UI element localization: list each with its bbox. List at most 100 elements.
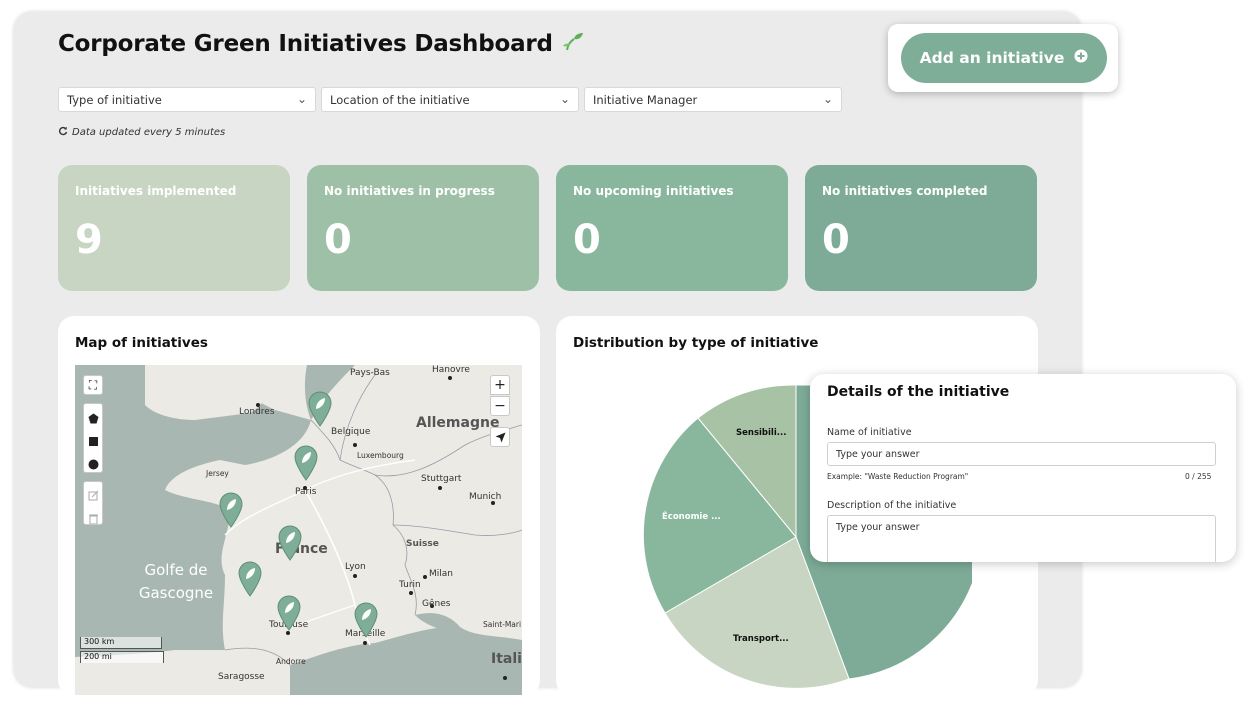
page-header: Corporate Green Initiatives Dashboard	[58, 30, 585, 58]
add-initiative-button[interactable]: Add an initiative	[901, 33, 1107, 83]
map-card: Map of initiatives	[58, 316, 540, 696]
draw-rectangle-button[interactable]	[88, 432, 99, 451]
square-icon	[89, 437, 98, 446]
draw-polygon-button[interactable]	[88, 409, 99, 428]
initiative-map-pin[interactable]	[278, 525, 302, 561]
plus-icon: +	[494, 377, 506, 393]
name-input[interactable]: Type your answer	[827, 442, 1216, 466]
navigation-arrow-icon	[495, 432, 505, 442]
kpi-card-completed: No initiatives completed 0	[805, 165, 1037, 291]
map-label-milan: Milan	[429, 569, 453, 579]
map-label-lyon: Lyon	[345, 562, 366, 572]
map-label-italie: Italie	[491, 651, 522, 667]
chevron-down-icon: ⌄	[559, 92, 570, 106]
name-input-placeholder: Type your answer	[836, 449, 920, 460]
kpi-value: 0	[324, 217, 352, 263]
initiatives-map[interactable]: Londres Pays-Bas Hanovre Belgique Allema…	[75, 365, 522, 695]
edit-icon	[88, 490, 99, 501]
name-char-counter: 0 / 255	[1185, 472, 1212, 481]
map-label-luxembourg: Luxembourg	[357, 451, 404, 460]
map-label-saint-mari: Saint-Mari	[483, 620, 522, 629]
map-label-belgique: Belgique	[331, 427, 371, 437]
initiative-details-panel: Details of the initiative Name of initia…	[810, 374, 1236, 562]
map-label-genes: Gênes	[422, 599, 451, 609]
type-filter-select[interactable]: Type of initiative ⌄	[58, 87, 316, 112]
page-title: Corporate Green Initiatives Dashboard	[58, 31, 553, 57]
kpi-label: No upcoming initiatives	[573, 184, 734, 198]
zoom-in-button[interactable]: +	[490, 375, 510, 395]
pie-label-transport: Transport...	[733, 634, 789, 644]
scale-mi: 200 mi	[80, 651, 164, 663]
map-label-saragosse: Saragosse	[218, 672, 265, 682]
map-label-golfe: Golfe de	[144, 561, 208, 579]
map-label-allemagne: Allemagne	[416, 415, 500, 431]
kpi-label: Initiatives implemented	[75, 184, 237, 198]
map-label-hanovre: Hanovre	[432, 365, 470, 375]
location-filter-select[interactable]: Location of the initiative ⌄	[321, 87, 579, 112]
pie-slice-economie[interactable]	[642, 417, 797, 614]
map-title: Map of initiatives	[75, 335, 208, 351]
manager-filter-label: Initiative Manager	[593, 92, 698, 107]
kpi-card-upcoming: No upcoming initiatives 0	[556, 165, 788, 291]
distribution-title: Distribution by type of initiative	[573, 335, 819, 351]
kpi-card-implemented: Initiatives implemented 9	[58, 165, 290, 291]
map-label-andorre: Andorre	[276, 657, 306, 666]
edit-layers-button[interactable]	[88, 486, 99, 505]
location-filter-label: Location of the initiative	[330, 92, 470, 107]
map-label-turin: Turin	[399, 580, 421, 590]
fullscreen-icon: ⛶	[88, 377, 98, 392]
manager-filter-select[interactable]: Initiative Manager ⌄	[584, 87, 842, 112]
draw-circle-button[interactable]	[88, 455, 99, 474]
chevron-down-icon: ⌄	[822, 92, 833, 106]
minus-icon: −	[494, 398, 506, 414]
initiative-map-pin[interactable]	[354, 602, 378, 638]
update-status-text: Data updated every 5 minutes	[72, 127, 226, 138]
map-label-londres: Londres	[239, 407, 275, 417]
initiative-map-pin[interactable]	[238, 561, 262, 597]
initiative-map-pin[interactable]	[277, 595, 301, 631]
plus-circle-icon	[1074, 49, 1088, 67]
update-status: Data updated every 5 minutes	[58, 126, 225, 139]
name-hint: Example: "Waste Reduction Program"	[827, 472, 969, 481]
map-label-stuttgart: Stuttgart	[421, 474, 462, 484]
map-label-suisse: Suisse	[406, 539, 439, 549]
description-input-placeholder: Type your answer	[836, 522, 920, 533]
map-label-munich: Munich	[469, 492, 502, 502]
kpi-value: 0	[822, 217, 850, 263]
map-label-pays-bas: Pays-Bas	[350, 368, 390, 378]
locate-button[interactable]	[490, 427, 510, 447]
name-field-label: Name of initiative	[827, 427, 912, 438]
kpi-card-in-progress: No initiatives in progress 0	[307, 165, 539, 291]
map-label-gascogne: Gascogne	[138, 584, 214, 602]
fullscreen-button[interactable]: ⛶	[83, 375, 103, 395]
polygon-icon	[88, 413, 99, 424]
pie-slice-sensibilisation[interactable]	[697, 384, 797, 539]
delete-layers-button[interactable]	[88, 509, 99, 528]
chevron-down-icon: ⌄	[296, 92, 307, 106]
pie-label-economie: Économie ...	[662, 512, 721, 522]
description-input[interactable]: Type your answer	[827, 515, 1216, 562]
initiative-map-pin[interactable]	[294, 445, 318, 481]
zoom-out-button[interactable]: −	[490, 396, 510, 416]
details-title: Details of the initiative	[827, 384, 1010, 400]
kpi-label: No initiatives in progress	[324, 184, 495, 198]
initiative-map-pin[interactable]	[308, 391, 332, 427]
sprout-icon	[561, 30, 585, 58]
description-field-label: Description of the initiative	[827, 500, 957, 511]
add-initiative-container: Add an initiative	[888, 24, 1118, 92]
initiative-map-pin[interactable]	[219, 492, 243, 528]
pie-slice-transport[interactable]	[664, 536, 850, 689]
map-label-jersey: Jersey	[206, 469, 229, 478]
scale-km: 300 km	[80, 637, 162, 649]
kpi-value: 9	[75, 217, 103, 263]
type-filter-label: Type of initiative	[67, 92, 162, 107]
refresh-icon	[58, 126, 68, 139]
draw-toolbar	[83, 403, 103, 473]
kpi-value: 0	[573, 217, 601, 263]
circle-icon	[88, 459, 99, 470]
trash-icon	[89, 514, 98, 525]
pie-label-sensibilisation: Sensibili...	[736, 428, 787, 438]
map-label-paris: Paris	[295, 487, 317, 497]
add-initiative-label: Add an initiative	[919, 49, 1065, 67]
edit-toolbar	[83, 481, 103, 525]
